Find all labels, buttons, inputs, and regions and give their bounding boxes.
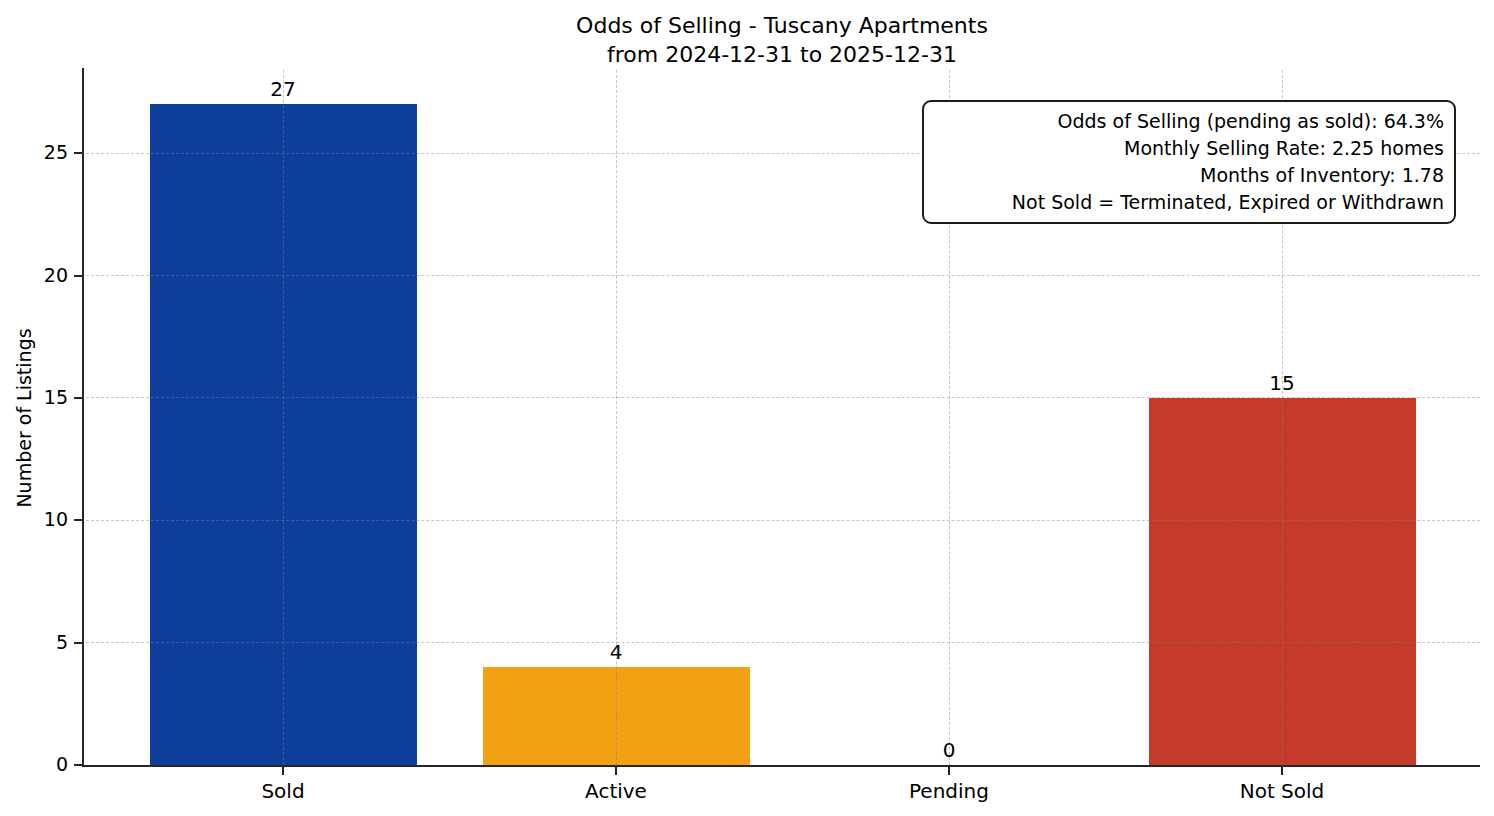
chart-title-block: Odds of Selling - Tuscany Apartments fro… — [84, 11, 1480, 69]
y-tick-label: 10 — [18, 508, 68, 530]
x-tick-label-active: Active — [506, 779, 726, 803]
y-tick-label: 0 — [18, 753, 68, 775]
chart-title: Odds of Selling - Tuscany Apartments — [84, 11, 1480, 40]
annotation-monthly-selling-rate: Monthly Selling Rate: 2.25 homes — [934, 135, 1444, 162]
x-axis-spine — [82, 765, 1480, 767]
x-tick-mark — [948, 767, 950, 775]
horizontal-gridline — [86, 642, 1480, 643]
y-tick-label: 5 — [18, 631, 68, 653]
y-tick-label: 25 — [18, 141, 68, 163]
bar-value-label-pending: 0 — [889, 738, 1009, 762]
bar-chart-figure: Odds of Selling - Tuscany Apartments fro… — [0, 0, 1494, 816]
stats-annotation-box: Odds of Selling (pending as sold): 64.3%… — [922, 100, 1456, 224]
annotation-not-sold-definition: Not Sold = Terminated, Expired or Withdr… — [934, 189, 1444, 216]
x-tick-label-not-sold: Not Sold — [1172, 779, 1392, 803]
annotation-odds-of-selling: Odds of Selling (pending as sold): 64.3% — [934, 108, 1444, 135]
bar-value-label-active: 4 — [556, 640, 676, 664]
annotation-months-of-inventory: Months of Inventory: 1.78 — [934, 162, 1444, 189]
vertical-gridline — [283, 70, 284, 765]
x-tick-label-sold: Sold — [173, 779, 393, 803]
horizontal-gridline — [86, 520, 1480, 521]
y-axis-label: Number of Listings — [13, 328, 35, 507]
chart-subtitle: from 2024-12-31 to 2025-12-31 — [84, 40, 1480, 69]
x-tick-mark — [282, 767, 284, 775]
bar-value-label-sold: 27 — [223, 77, 343, 101]
x-tick-label-pending: Pending — [839, 779, 1059, 803]
horizontal-gridline — [86, 397, 1480, 398]
y-tick-label: 20 — [18, 264, 68, 286]
y-axis-spine — [82, 68, 84, 767]
x-tick-mark — [615, 767, 617, 775]
horizontal-gridline — [86, 275, 1480, 276]
bar-value-label-not-sold: 15 — [1222, 371, 1342, 395]
x-tick-mark — [1281, 767, 1283, 775]
